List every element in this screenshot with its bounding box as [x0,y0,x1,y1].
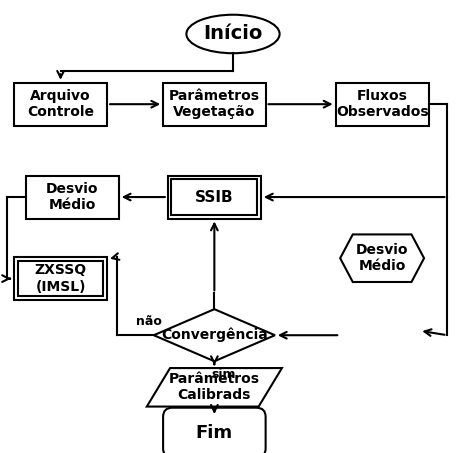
FancyBboxPatch shape [163,82,266,125]
Text: Parâmetros
Calibrads: Parâmetros Calibrads [169,372,260,402]
Polygon shape [340,235,424,282]
Text: Desvio
Médio: Desvio Médio [46,182,98,212]
FancyBboxPatch shape [26,176,119,219]
Text: ZXSSQ
(IMSL): ZXSSQ (IMSL) [34,264,87,294]
Polygon shape [147,368,282,407]
Text: Fim: Fim [196,424,233,442]
FancyBboxPatch shape [14,257,107,300]
FancyBboxPatch shape [336,82,429,125]
Text: sim: sim [212,368,236,381]
Text: Parâmetros
Vegetação: Parâmetros Vegetação [169,89,260,119]
FancyBboxPatch shape [14,82,107,125]
Text: Início: Início [203,24,263,43]
FancyBboxPatch shape [163,408,266,453]
Text: não: não [136,315,162,328]
FancyBboxPatch shape [168,176,261,219]
Text: SSIB: SSIB [195,189,233,205]
Text: Desvio
Médio: Desvio Médio [356,243,408,273]
Ellipse shape [186,14,280,53]
Text: Arquivo
Controle: Arquivo Controle [27,89,94,119]
Text: Fluxos
Observados: Fluxos Observados [336,89,428,119]
Polygon shape [154,309,275,361]
Text: Convergência: Convergência [161,328,268,342]
